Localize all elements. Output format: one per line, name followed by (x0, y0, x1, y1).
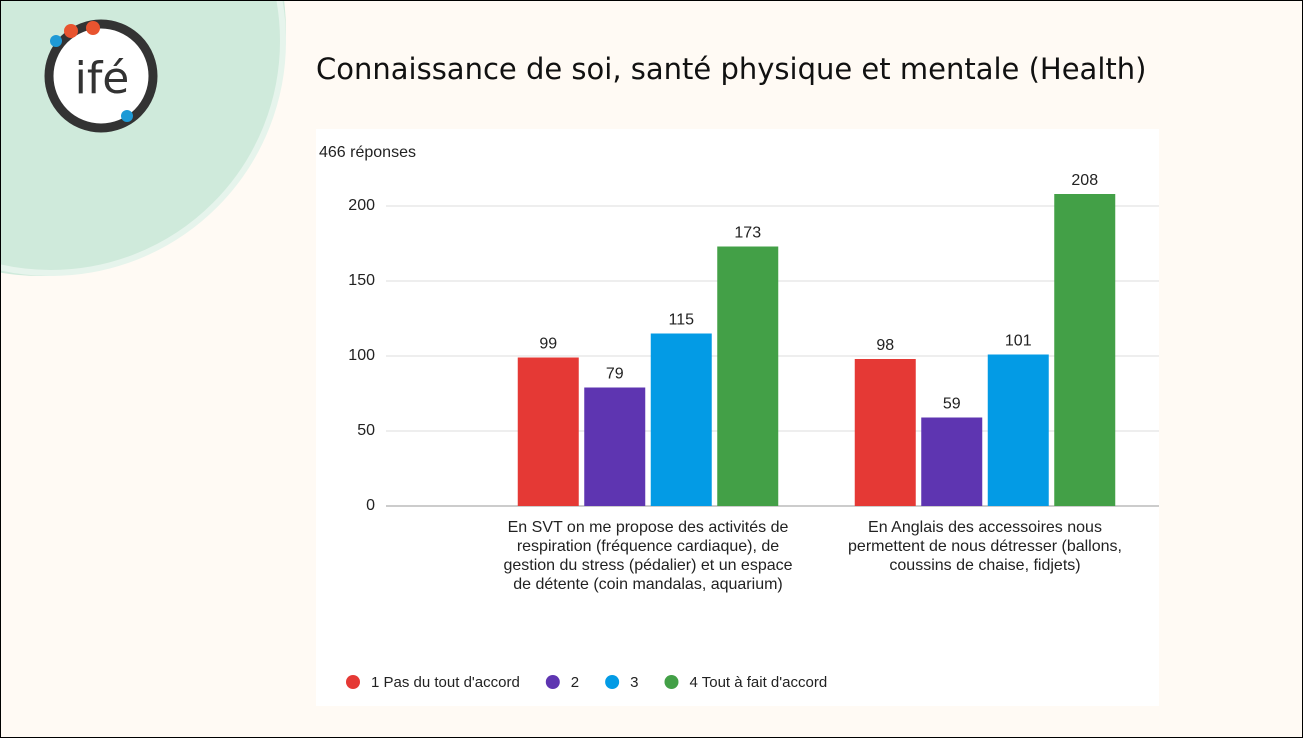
value-label: 101 (1005, 333, 1032, 350)
legend-label: 1 Pas du tout d'accord (371, 674, 520, 691)
bar (1054, 194, 1115, 506)
logo-dot (86, 21, 100, 35)
legend-marker (664, 675, 678, 689)
y-tick-label: 100 (348, 347, 375, 364)
legend-label: 4 Tout à fait d'accord (689, 674, 827, 691)
y-tick-label: 200 (348, 197, 375, 214)
bar (584, 388, 645, 507)
value-label: 99 (539, 336, 557, 353)
y-tick-label: 0 (366, 497, 375, 514)
bar (518, 358, 579, 507)
bar (921, 418, 982, 507)
value-label: 59 (943, 396, 961, 413)
bar (651, 334, 712, 507)
value-label: 79 (606, 366, 624, 383)
x-tick-label: En SVT on me propose des activités de re… (498, 518, 798, 594)
bar (988, 355, 1049, 507)
chart: ifé Connaissance de soi, santé physique … (1, 1, 1302, 737)
slide-title: Connaissance de soi, santé physique et m… (316, 52, 1146, 86)
legend-marker (605, 675, 619, 689)
chart-subtitle: 466 réponses (319, 144, 416, 161)
value-label: 98 (876, 337, 894, 354)
legend-marker (346, 675, 360, 689)
logo: ifé (75, 53, 130, 104)
value-label: 208 (1071, 172, 1098, 189)
legend-marker (546, 675, 560, 689)
bar (855, 359, 916, 506)
value-label: 173 (734, 225, 761, 242)
slide: ifé Connaissance de soi, santé physique … (0, 0, 1303, 738)
y-tick-label: 150 (348, 272, 375, 289)
category-label-box: En Anglais des accessoires nous permette… (835, 518, 1135, 648)
category-label-box: En SVT on me propose des activités de re… (498, 518, 798, 648)
legend-label: 2 (571, 674, 579, 691)
logo-dot (64, 24, 78, 38)
logo-dot (50, 35, 62, 47)
legend-label: 3 (630, 674, 638, 691)
x-tick-label: En Anglais des accessoires nous permette… (835, 518, 1135, 575)
bar (717, 247, 778, 507)
value-label: 115 (668, 312, 694, 329)
y-tick-label: 50 (357, 422, 375, 439)
logo-dot (121, 110, 133, 122)
